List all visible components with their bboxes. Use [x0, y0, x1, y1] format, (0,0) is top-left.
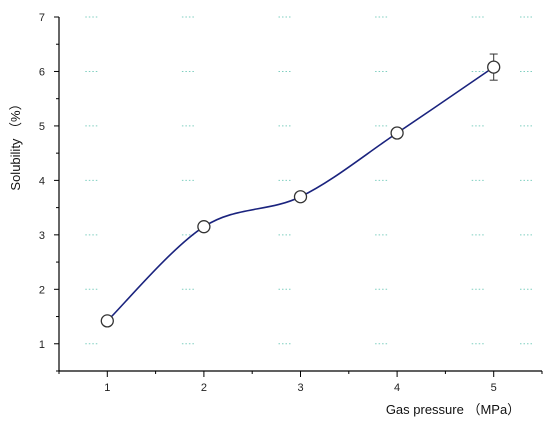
data-point [293, 190, 308, 204]
point-marker [197, 220, 211, 234]
point-marker [293, 190, 308, 204]
data-point [100, 314, 114, 328]
data-point [390, 126, 404, 140]
y-tick-label: 7 [39, 12, 45, 24]
point-marker [390, 126, 404, 140]
y-axis-title: Solubility （%） [8, 97, 23, 190]
y-tick-label: 1 [39, 339, 45, 351]
x-tick-label: 2 [201, 382, 207, 394]
y-tick-label: 3 [39, 230, 45, 242]
x-tick-label: 5 [491, 382, 497, 394]
data-points [100, 53, 501, 328]
point-marker [100, 314, 114, 328]
data-point [197, 220, 211, 234]
x-axis-title: Gas pressure （MPa） [386, 402, 520, 417]
y-tick-label: 6 [39, 66, 45, 78]
x-tick-label: 3 [297, 382, 303, 394]
y-tick-label: 5 [39, 121, 45, 133]
x-tick-label: 1 [104, 382, 110, 394]
gridlines [85, 16, 532, 345]
tick-marks [54, 16, 543, 377]
y-tick-label: 4 [39, 175, 45, 187]
point-marker [487, 60, 501, 74]
y-tick-label: 2 [39, 284, 45, 296]
tick-labels: 1 2 3 4 5 6 7 1 2 3 4 5 [39, 12, 497, 394]
data-point [487, 53, 501, 81]
x-tick-label: 4 [394, 382, 400, 394]
